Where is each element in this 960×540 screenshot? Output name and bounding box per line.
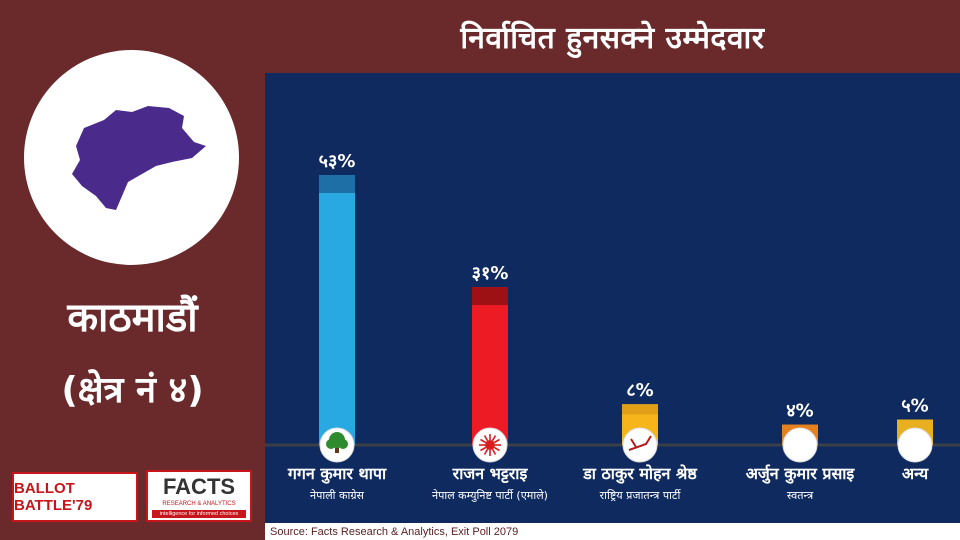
value-label: ५३% (319, 151, 356, 172)
district-map (24, 50, 239, 265)
bar-cap (897, 419, 933, 426)
facts-logo-subtitle: RESEARCH & ANALYTICS (162, 501, 236, 507)
source-note: Source: Facts Research & Analytics, Exit… (270, 526, 519, 538)
constituency-label: (क्षेत्र नं ४) (61, 370, 204, 411)
bar (472, 287, 508, 445)
district-name: काठमाडौं (67, 295, 198, 341)
bar-cap (622, 404, 658, 415)
party-name: नेपाल कम्युनिष्ट पार्टी (एमाले) (432, 489, 548, 502)
party-name: स्वतन्त्र (787, 489, 814, 502)
bar-chart: ५३% गगन कुमार थापा नेपाली काग्रेस ३१% राजन भ… (265, 151, 960, 502)
value-label: ८% (626, 380, 653, 401)
tree-icon (319, 427, 355, 463)
footer-bar (265, 523, 960, 540)
bar-cap (319, 175, 355, 193)
social-handle: @factsnepal (905, 528, 950, 537)
ballot-battle-logo: BALLOT BATTLE'79 (12, 472, 138, 522)
value-label: ५% (901, 396, 928, 417)
blank-icon (782, 427, 818, 463)
bar-cap (472, 287, 508, 306)
ballot-battle-logo-text: BALLOT BATTLE'79 (14, 480, 93, 514)
kathmandu-map-icon (72, 106, 206, 210)
sun-icon (472, 427, 508, 463)
candidate-name: गगन कुमार थापा (287, 464, 387, 484)
candidate-name: अन्य (902, 464, 929, 483)
page-title: निर्वाचित हुनसक्ने उम्मेदवार (460, 21, 765, 56)
value-label: ४% (786, 401, 813, 422)
candidate-name: राजन भट्टराइ (452, 464, 529, 484)
bar-cap (782, 424, 818, 430)
facts-logo-tagline: intelligence for informed choices (152, 510, 246, 518)
facts-logo: FACTS RESEARCH & ANALYTICS intelligence … (146, 470, 252, 522)
facts-logo-title: FACTS (162, 474, 236, 499)
chart-panel: ५३% गगन कुमार थापा नेपाली काग्रेस ३१% राजन भ… (265, 73, 960, 523)
candidate-name: डा ठाकुर मोहन श्रेष्ठ (582, 464, 697, 484)
bar (319, 175, 355, 445)
party-name: नेपाली काग्रेस (310, 489, 365, 502)
party-name: राष्ट्रिय प्रजातन्त्र पार्टी (600, 489, 682, 502)
candidate-name: अर्जुन कुमार प्रसाइ (746, 464, 856, 484)
value-label: ३१% (472, 263, 509, 284)
blank-icon (897, 427, 933, 463)
plough-icon (622, 427, 658, 463)
